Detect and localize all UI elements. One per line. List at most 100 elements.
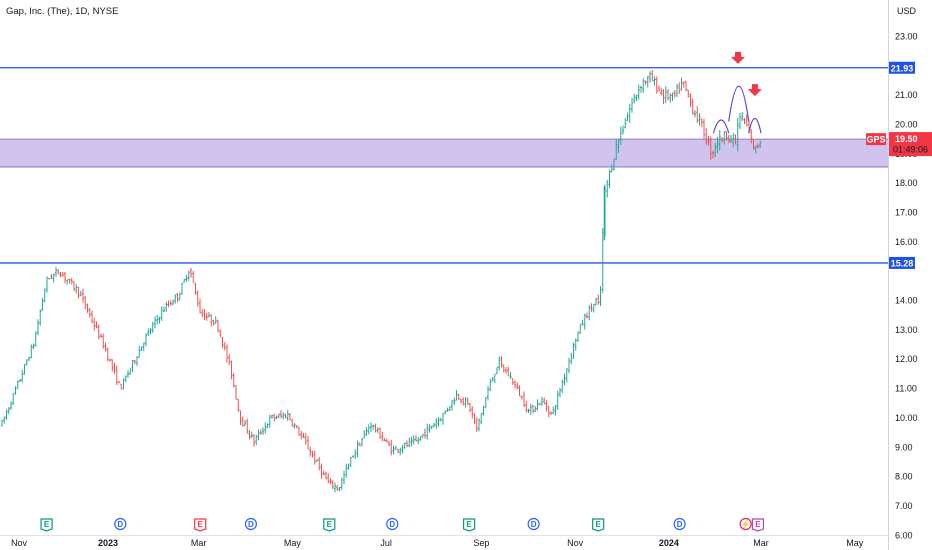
candle[interactable] xyxy=(162,306,166,312)
candle[interactable] xyxy=(718,130,721,151)
candle[interactable] xyxy=(432,422,436,428)
candle[interactable] xyxy=(180,283,184,295)
candle[interactable] xyxy=(689,93,692,107)
candle[interactable] xyxy=(248,430,251,440)
event-earnings-icon[interactable]: E xyxy=(592,518,605,532)
candle[interactable] xyxy=(282,412,285,420)
candle[interactable] xyxy=(32,343,35,349)
candle[interactable] xyxy=(696,106,699,124)
candle[interactable] xyxy=(725,131,728,141)
candle[interactable] xyxy=(536,399,539,411)
event-earnings-upcoming-icon[interactable]: E xyxy=(751,518,765,532)
candle[interactable] xyxy=(588,305,591,321)
candle[interactable] xyxy=(358,442,361,447)
candle[interactable] xyxy=(176,292,179,303)
candle[interactable] xyxy=(5,409,8,420)
candle[interactable] xyxy=(304,433,307,445)
down-arrow-icon[interactable] xyxy=(747,84,762,97)
candle[interactable] xyxy=(666,89,670,101)
candle[interactable] xyxy=(72,281,76,292)
candle[interactable] xyxy=(473,413,476,424)
candle[interactable] xyxy=(90,310,94,323)
candle[interactable] xyxy=(579,324,582,335)
candle[interactable] xyxy=(378,427,382,439)
candle[interactable] xyxy=(288,412,292,421)
candle[interactable] xyxy=(702,118,706,139)
candle[interactable] xyxy=(567,357,571,374)
candle[interactable] xyxy=(705,128,708,145)
candle[interactable] xyxy=(403,442,406,449)
candle[interactable] xyxy=(462,397,465,406)
candle[interactable] xyxy=(376,427,379,434)
candle[interactable] xyxy=(273,413,276,422)
candle[interactable] xyxy=(61,272,64,277)
candle[interactable] xyxy=(711,150,715,159)
candle[interactable] xyxy=(383,438,386,442)
candle[interactable] xyxy=(628,103,631,123)
candle[interactable] xyxy=(468,403,472,413)
candle[interactable] xyxy=(97,324,100,340)
candle[interactable] xyxy=(192,270,195,283)
candle[interactable] xyxy=(662,89,665,104)
candle[interactable] xyxy=(239,410,242,426)
candle[interactable] xyxy=(495,367,499,375)
candle[interactable] xyxy=(669,93,672,103)
candle[interactable] xyxy=(131,360,134,372)
candle[interactable] xyxy=(264,422,267,434)
candle[interactable] xyxy=(558,387,562,398)
candle[interactable] xyxy=(531,404,535,414)
candle[interactable] xyxy=(511,378,514,385)
candle[interactable] xyxy=(572,342,575,359)
candle[interactable] xyxy=(144,333,148,347)
candle[interactable] xyxy=(167,300,170,308)
candle[interactable] xyxy=(408,437,411,448)
candle[interactable] xyxy=(171,299,175,306)
candle[interactable] xyxy=(549,411,553,416)
candle[interactable] xyxy=(261,427,265,435)
candle[interactable] xyxy=(392,445,395,455)
candle[interactable] xyxy=(39,309,42,326)
candle[interactable] xyxy=(185,274,188,282)
candle[interactable] xyxy=(678,82,681,95)
candle[interactable] xyxy=(504,367,508,374)
candle[interactable] xyxy=(759,140,762,148)
candle[interactable] xyxy=(327,473,330,484)
candle[interactable] xyxy=(644,80,647,85)
candle[interactable] xyxy=(642,78,645,93)
candle[interactable] xyxy=(401,444,404,454)
candle[interactable] xyxy=(324,471,328,480)
candle[interactable] xyxy=(369,422,373,432)
candle[interactable] xyxy=(270,414,274,419)
candle[interactable] xyxy=(21,369,24,383)
candle[interactable] xyxy=(142,342,145,352)
candle[interactable] xyxy=(426,423,429,440)
candle[interactable] xyxy=(545,400,548,412)
candle[interactable] xyxy=(354,449,357,460)
candle[interactable] xyxy=(720,137,724,143)
candle[interactable] xyxy=(691,98,694,115)
candle[interactable] xyxy=(291,418,294,427)
candle[interactable] xyxy=(630,97,634,113)
candle[interactable] xyxy=(489,378,492,391)
candle[interactable] xyxy=(311,450,314,458)
candle[interactable] xyxy=(714,143,717,157)
candle[interactable] xyxy=(174,294,177,304)
candle[interactable] xyxy=(387,441,391,446)
candle[interactable] xyxy=(563,373,566,386)
candle[interactable] xyxy=(214,316,217,324)
candle[interactable] xyxy=(459,398,463,404)
candle[interactable] xyxy=(410,436,413,447)
candle[interactable] xyxy=(347,463,350,470)
candle[interactable] xyxy=(450,400,454,411)
candle[interactable] xyxy=(133,359,136,365)
candle[interactable] xyxy=(7,406,10,415)
candle[interactable] xyxy=(252,434,256,447)
candle[interactable] xyxy=(626,112,629,122)
candle[interactable] xyxy=(693,110,697,118)
candle[interactable] xyxy=(509,372,512,379)
candle[interactable] xyxy=(428,424,431,433)
candle[interactable] xyxy=(219,329,222,337)
candle[interactable] xyxy=(135,356,139,366)
candle[interactable] xyxy=(54,266,58,277)
candle[interactable] xyxy=(27,356,31,362)
